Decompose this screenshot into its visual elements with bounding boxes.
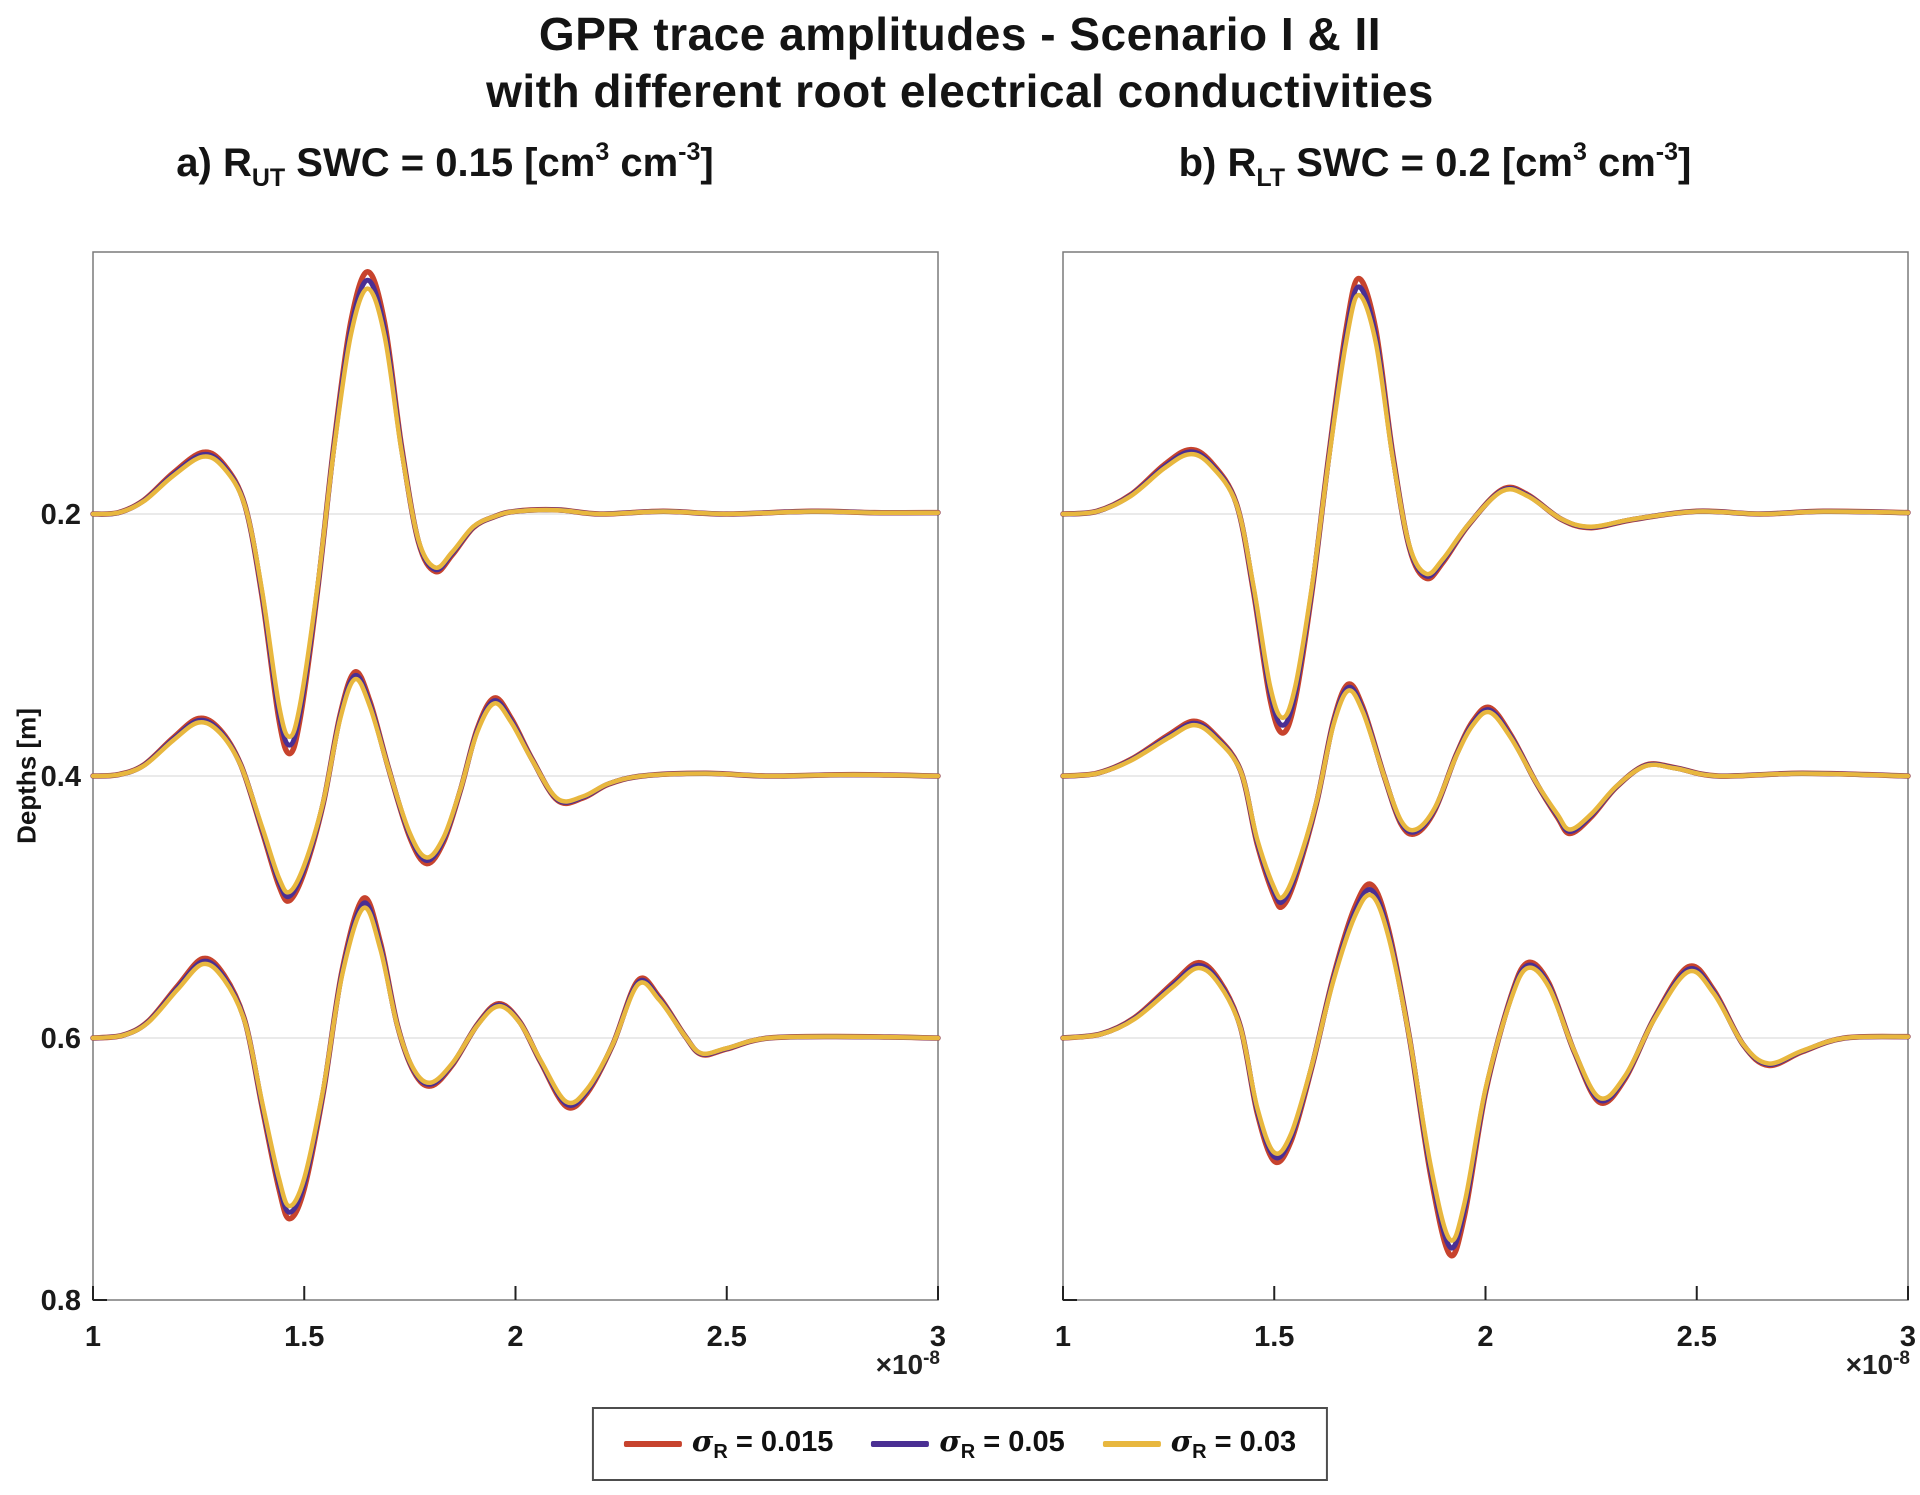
legend-value: = 0.05 bbox=[975, 1426, 1065, 1458]
subplot-a-title-prefix: a) R bbox=[176, 141, 252, 185]
x-tick-label-a-3: 3 bbox=[930, 1321, 946, 1353]
subplot-a-title-sup1: 3 bbox=[595, 138, 610, 166]
subplot-b-title-sup1: 3 bbox=[1572, 138, 1587, 166]
legend-value: = 0.015 bbox=[727, 1426, 834, 1458]
trace-b-depth0.6-series0 bbox=[1060, 881, 1911, 1259]
trace-a-depth0.4-series0 bbox=[90, 669, 941, 904]
x-tick-label-a-2.5: 2.5 bbox=[707, 1321, 747, 1353]
x-tick-label-b-1.5: 1.5 bbox=[1254, 1321, 1294, 1353]
trace-b-depth0.6-series1 bbox=[1060, 887, 1911, 1251]
sigma-symbol: σ bbox=[939, 1424, 961, 1458]
subplot-b-title-prefix: b) R bbox=[1178, 141, 1257, 185]
trace-a-depth0.6-series1 bbox=[90, 900, 941, 1215]
subplot-a-title-sup2: -3 bbox=[678, 138, 701, 166]
x-exponent-b-sup: -8 bbox=[1893, 1348, 1910, 1369]
figure-title: GPR trace amplitudes - Scenario I & II w… bbox=[0, 6, 1920, 120]
subplot-b-title-mid: SWC = 0.2 [cm bbox=[1285, 141, 1573, 185]
trace-a-depth0.6-series0 bbox=[90, 895, 941, 1222]
subplot-a-title: a) RUT SWC = 0.15 [cm3 cm-3] bbox=[60, 138, 830, 200]
legend-line-yellow bbox=[1102, 1441, 1161, 1447]
x-exponent-a-sup: -8 bbox=[923, 1348, 940, 1369]
sigma-symbol: σ bbox=[691, 1424, 714, 1458]
legend-item-sigma-005: σR = 0.05 bbox=[871, 1424, 1065, 1464]
legend-line-purple bbox=[871, 1441, 930, 1447]
x-exponent-a-base: ×10 bbox=[875, 1349, 924, 1380]
legend-line-red bbox=[623, 1441, 682, 1447]
subplot-a-title-end: ] bbox=[700, 141, 714, 185]
figure-title-line2: with different root electrical conductiv… bbox=[486, 65, 1434, 117]
trace-a-depth0.4-series1 bbox=[90, 673, 941, 900]
trace-a-depth0.2-series2 bbox=[90, 286, 941, 740]
trace-b-depth0.2-series2 bbox=[1060, 292, 1911, 720]
sigma-symbol: σ bbox=[1170, 1424, 1193, 1458]
x-exponent-b: ×10-8 bbox=[1846, 1348, 1910, 1381]
figure-title-line1: GPR trace amplitudes - Scenario I & II bbox=[538, 8, 1382, 60]
x-tick-label-b-1: 1 bbox=[1055, 1321, 1071, 1353]
subplot-a-title-mid2: cm bbox=[609, 141, 679, 185]
y-tick-label-0.4: 0.4 bbox=[41, 761, 81, 793]
trace-b-depth0.4-series0 bbox=[1060, 681, 1911, 910]
subplot-b-title-mid2: cm bbox=[1586, 141, 1656, 185]
x-tick-label-b-2.5: 2.5 bbox=[1677, 1321, 1717, 1353]
y-tick-label-0.6: 0.6 bbox=[41, 1023, 81, 1055]
panel-a: 1 1.5 2 2.5 3 0.2 0.4 0.6 0.8 bbox=[41, 251, 946, 1353]
x-tick-label-b-3: 3 bbox=[1900, 1321, 1916, 1353]
trace-b-depth0.6-series2 bbox=[1060, 892, 1911, 1243]
x-tick-label-a-1: 1 bbox=[85, 1321, 101, 1353]
sigma-subscript: R bbox=[960, 1441, 976, 1463]
subplot-b-title: b) RLT SWC = 0.2 [cm3 cm-3] bbox=[1040, 138, 1830, 200]
x-tick-label-a-1.5: 1.5 bbox=[284, 1321, 324, 1353]
legend-label-sigma-003: σR = 0.03 bbox=[1171, 1424, 1296, 1464]
x-exponent-b-base: ×10 bbox=[1845, 1349, 1894, 1380]
y-axis-label: Depths [m] bbox=[11, 708, 42, 844]
legend-label-sigma-005: σR = 0.05 bbox=[939, 1424, 1064, 1464]
subplot-b-title-end: ] bbox=[1678, 141, 1692, 185]
y-tick-label-0.8: 0.8 bbox=[41, 1285, 81, 1317]
legend-value: = 0.03 bbox=[1206, 1426, 1297, 1458]
subplot-a-title-subscript: UT bbox=[251, 164, 286, 192]
trace-a-depth0.6-series2 bbox=[90, 905, 941, 1209]
x-tick-label-b-2: 2 bbox=[1477, 1321, 1493, 1353]
sigma-subscript: R bbox=[1192, 1441, 1207, 1463]
legend-label-sigma-0015: σR = 0.015 bbox=[692, 1424, 833, 1464]
y-tick-label-0.2: 0.2 bbox=[41, 499, 81, 531]
trace-b-depth0.4-series2 bbox=[1060, 688, 1911, 901]
subplot-b-title-subscript: LT bbox=[1256, 164, 1286, 192]
trace-a-depth0.4-series2 bbox=[90, 676, 941, 895]
legend-item-sigma-0015: σR = 0.015 bbox=[623, 1424, 833, 1464]
legend-item-sigma-003: σR = 0.03 bbox=[1102, 1424, 1296, 1464]
legend: σR = 0.015 σR = 0.05 σR = 0.03 bbox=[591, 1407, 1329, 1481]
x-exponent-a: ×10-8 bbox=[876, 1348, 940, 1381]
x-tick-label-a-2: 2 bbox=[507, 1321, 523, 1353]
sigma-subscript: R bbox=[713, 1441, 728, 1463]
subplot-a-title-mid: SWC = 0.15 [cm bbox=[285, 141, 596, 185]
panel-b: 1 1.5 2 2.5 3 bbox=[1055, 251, 1916, 1353]
subplot-b-title-sup2: -3 bbox=[1655, 138, 1679, 166]
